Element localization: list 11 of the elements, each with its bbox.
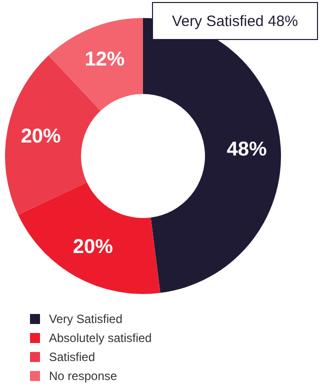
legend-label: Satisfied [49,350,96,364]
legend-label: Absolutely satisfied [49,330,152,344]
legend-label: Very Satisfied [49,312,122,326]
donut-slice [18,182,160,294]
data-label: 20% [20,126,62,148]
donut-slice [48,18,143,111]
data-label: 20% [72,236,114,258]
data-label: 12% [84,48,125,70]
data-label: 48% [226,138,268,160]
text: Very Satisfied 48% [172,12,298,30]
legend-label: No response [49,368,118,382]
